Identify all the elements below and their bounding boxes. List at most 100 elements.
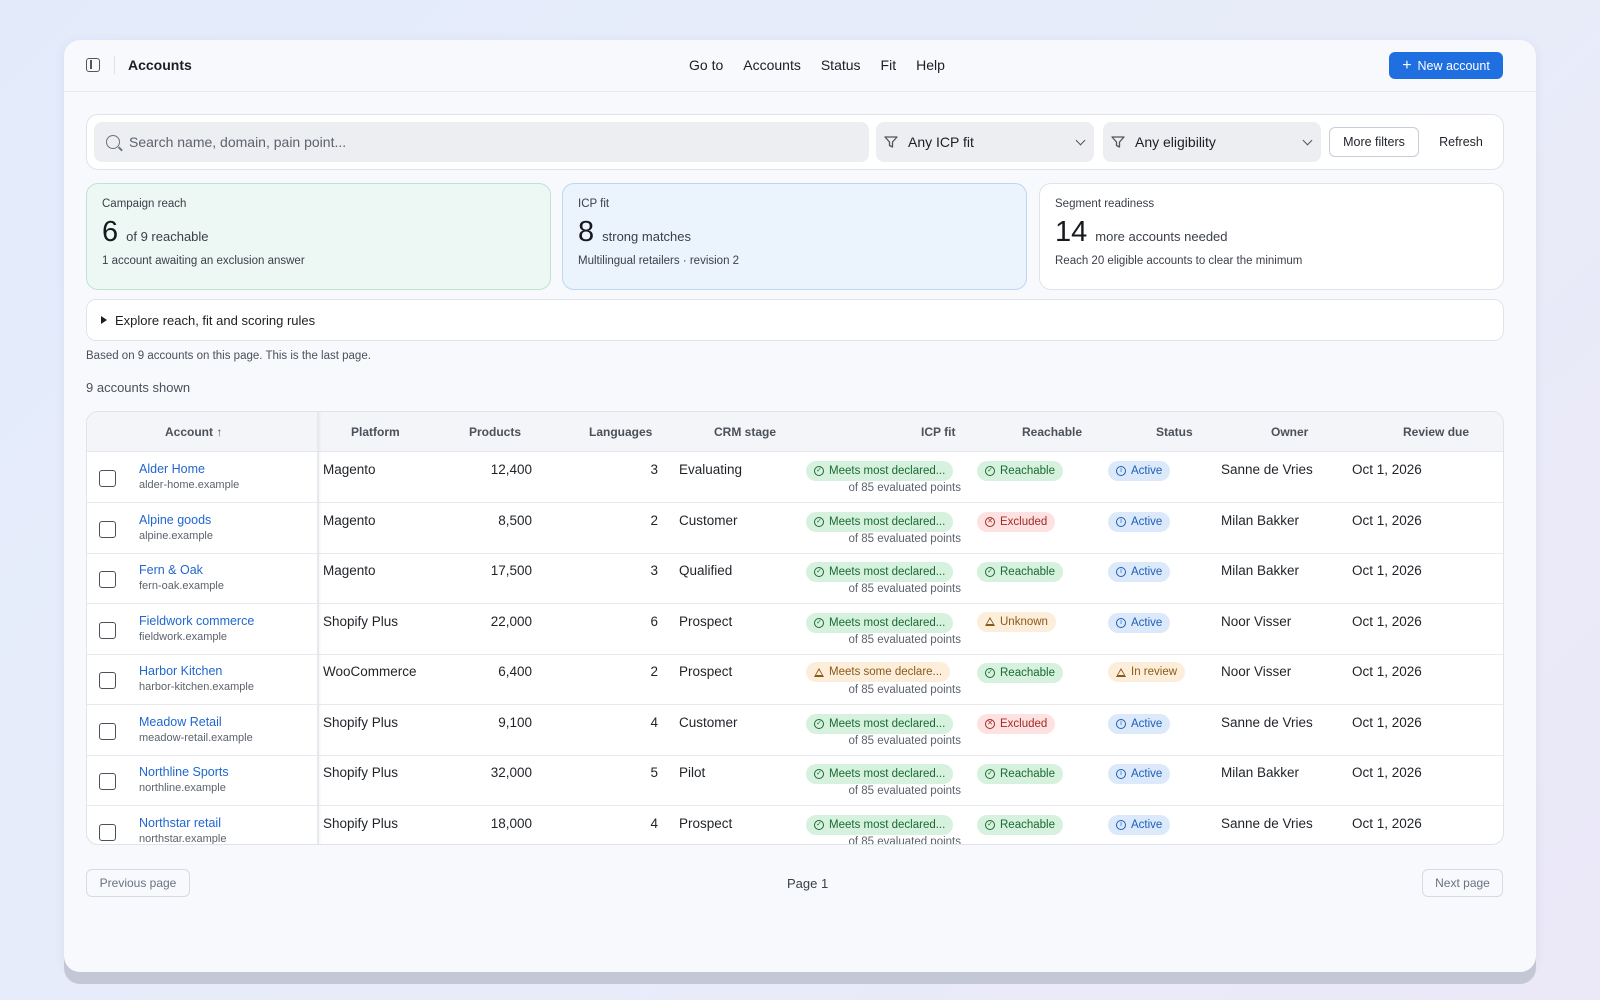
explore-rules-disclosure[interactable]: Explore reach, fit and scoring rules <box>86 299 1504 341</box>
icp-fit-badge: ✓ Meets most declared... <box>806 461 954 481</box>
reachable-cell: ✕ Excluded <box>977 511 1056 532</box>
icp-fit-cell: ✓ Meets most declared... <box>806 814 954 835</box>
sidebar-toggle-icon[interactable] <box>86 58 100 72</box>
crm-stage-cell: Evaluating <box>679 462 743 477</box>
new-account-button[interactable]: + New account <box>1389 52 1503 79</box>
column-header-crm-stage[interactable]: CRM stage <box>714 425 777 439</box>
reachable-label: Reachable <box>1000 667 1055 679</box>
icp-fit-badge: Meets some declare... <box>806 662 951 682</box>
table-row[interactable]: Fern & Oak fern-oak.example Magento 17,500 3… <box>87 553 1503 604</box>
account-link[interactable]: Alpine goods <box>139 512 212 527</box>
check-icon: ✓ <box>814 819 824 830</box>
column-header-icp-fit[interactable]: ICP fit <box>921 425 956 439</box>
refresh-button[interactable]: Refresh <box>1439 135 1483 149</box>
products-cell: 32,000 <box>490 765 532 780</box>
icp-fit-cell: ✓ Meets most declared... <box>806 612 954 633</box>
column-header-status[interactable]: Status <box>1156 425 1193 439</box>
icp-fit-detail: of 85 evaluated points <box>848 482 961 494</box>
info-icon: i <box>1116 516 1126 527</box>
crm-stage-cell: Qualified <box>679 563 733 578</box>
column-header-owner[interactable]: Owner <box>1271 425 1309 439</box>
row-checkbox[interactable] <box>99 672 116 689</box>
based-on-note: Based on 9 accounts on this page. This i… <box>86 350 371 362</box>
owner-cell: Milan Bakker <box>1221 563 1300 578</box>
row-checkbox[interactable] <box>99 823 116 841</box>
table-row[interactable]: Alpine goods alpine.example Magento 8,500 2 C… <box>87 503 1503 554</box>
account-domain: fieldwork.example <box>139 630 228 643</box>
search-input[interactable] <box>129 134 829 150</box>
account-link[interactable]: Northstar retail <box>139 815 221 830</box>
status-label: In review <box>1131 666 1178 678</box>
crm-stage-cell: Prospect <box>679 815 733 831</box>
previous-page-button[interactable]: Previous page <box>86 869 190 897</box>
status-cell: i Active <box>1108 511 1171 532</box>
icp-fit-label: Meets some declare... <box>829 666 943 678</box>
menu-item-go-to[interactable]: Go to <box>689 57 724 73</box>
owner-cell: Sanne de Vries <box>1221 714 1313 730</box>
eligibility-select[interactable]: Any eligibility <box>1103 122 1321 162</box>
next-page-button[interactable]: Next page <box>1422 869 1503 897</box>
table-row[interactable]: Northstar retail northstar.example Shopify… <box>87 806 1503 844</box>
status-cell: i Active <box>1108 561 1171 582</box>
account-domain: alpine.example <box>139 529 213 542</box>
more-filters-button[interactable]: More filters <box>1329 127 1419 157</box>
row-checkbox[interactable] <box>99 571 116 588</box>
icp-fit-card: ICP fit 8 strong matches Multilingual ret… <box>562 183 1027 290</box>
icp-fit-detail: of 85 evaluated points <box>848 633 961 646</box>
column-header-products[interactable]: Products <box>469 425 522 439</box>
chevron-down-icon <box>1075 135 1086 145</box>
check-icon: ✓ <box>814 466 824 476</box>
card-subtitle: of 9 reachable <box>126 229 209 244</box>
table-row[interactable]: Northline Sports northline.example Shopify… <box>87 755 1503 806</box>
status-label: Active <box>1131 515 1163 528</box>
table-row[interactable]: Alder Home alder-home.example Magento 12,40… <box>87 452 1503 503</box>
disclosure-triangle-icon <box>101 316 107 324</box>
status-badge: i Active <box>1108 562 1171 582</box>
reachable-label: Reachable <box>1000 465 1055 477</box>
account-link[interactable]: Northline Sports <box>139 765 229 779</box>
sticky-column-divider <box>317 412 319 844</box>
menu-item-status[interactable]: Status <box>820 57 861 73</box>
column-header-languages[interactable]: Languages <box>589 425 653 439</box>
column-header-platform[interactable]: Platform <box>351 425 400 439</box>
account-link[interactable]: Fern & Oak <box>139 563 203 577</box>
menu-item-accounts[interactable]: Accounts <box>743 57 801 73</box>
page-title: Accounts <box>128 57 192 73</box>
menu-item-help[interactable]: Help <box>916 57 945 73</box>
account-link[interactable]: Alder Home <box>139 462 205 476</box>
icp-fit-label: Meets most declared... <box>829 616 946 629</box>
column-header-label: Account <box>165 425 213 439</box>
table-row[interactable]: Fieldwork commerce fieldwork.example Shopi… <box>87 604 1503 655</box>
check-icon: ✓ <box>814 769 824 779</box>
column-header-account[interactable]: Account ↑ <box>165 425 222 439</box>
menu-item-fit[interactable]: Fit <box>880 57 897 73</box>
card-note: Multilingual retailers · revision 2 <box>578 255 740 267</box>
row-checkbox[interactable] <box>99 722 116 740</box>
check-icon: ✓ <box>814 617 824 628</box>
row-checkbox[interactable] <box>99 621 116 639</box>
products-cell: 18,000 <box>490 815 532 831</box>
account-link[interactable]: Fieldwork commerce <box>139 613 255 628</box>
row-checkbox[interactable] <box>99 773 116 790</box>
account-link[interactable]: Harbor Kitchen <box>139 664 223 678</box>
check-icon: ✓ <box>985 668 995 678</box>
review-due-cell: Oct 1, 2026 <box>1352 765 1422 780</box>
account-link[interactable]: Meadow Retail <box>139 714 222 729</box>
filter-icon <box>1111 136 1125 148</box>
table-row[interactable]: Meadow Retail meadow-retail.example Shopif… <box>87 705 1503 756</box>
icp-fit-select[interactable]: Any ICP fit <box>876 122 1094 162</box>
accounts-table: Account ↑ Platform Products Languages CR… <box>86 411 1504 845</box>
new-account-label: New account <box>1417 58 1490 73</box>
row-checkbox[interactable] <box>99 520 116 538</box>
products-cell: 8,500 <box>498 512 532 528</box>
card-note: Reach 20 eligible accounts to clear the … <box>1055 255 1303 267</box>
icp-fit-cell: ✓ Meets most declared... <box>806 763 954 784</box>
column-header-review-due[interactable]: Review due <box>1403 425 1470 439</box>
check-icon: ✓ <box>985 466 995 476</box>
reachable-badge: ✓ Reachable <box>977 663 1063 683</box>
reachable-badge: ✓ Reachable <box>977 562 1063 582</box>
icp-fit-cell: ✓ Meets most declared... <box>806 511 954 532</box>
table-row[interactable]: Harbor Kitchen harbor-kitchen.example WooC… <box>87 654 1503 705</box>
row-checkbox[interactable] <box>99 470 116 487</box>
column-header-reachable[interactable]: Reachable <box>1022 425 1083 439</box>
